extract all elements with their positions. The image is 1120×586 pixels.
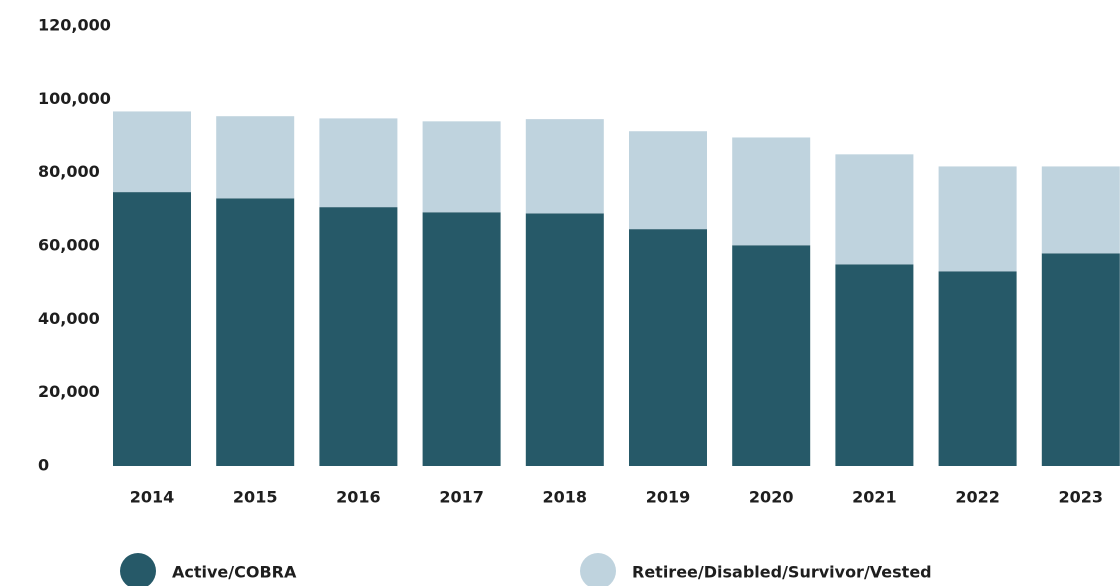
x-tick-label: 2016 [336, 488, 381, 507]
y-tick-label: 40,000 [38, 309, 100, 328]
bar-segment [216, 116, 295, 199]
y-tick-label: 120,000 [38, 16, 111, 35]
bar-segment [319, 207, 398, 466]
legend-swatch [580, 553, 616, 586]
bar-segment [629, 131, 707, 230]
x-tick-label: 2017 [439, 488, 484, 507]
bar-segment [422, 121, 501, 213]
bar-segment [216, 198, 295, 467]
bar-segment [732, 137, 811, 246]
bar-segment [938, 271, 1017, 466]
bar-segment [835, 264, 914, 466]
x-tick-label: 2014 [130, 488, 175, 507]
legend-label: Active/COBRA [172, 563, 297, 582]
bar-segment [525, 213, 604, 466]
bar-segment [1041, 253, 1120, 466]
bar-segment [113, 192, 191, 466]
y-tick-label: 20,000 [38, 382, 100, 401]
y-tick-label: 100,000 [38, 89, 111, 108]
bar-segment [732, 245, 811, 466]
bar-segment [629, 229, 707, 466]
y-tick-label: 80,000 [38, 162, 100, 181]
bar-segment [422, 212, 501, 466]
x-tick-label: 2018 [543, 488, 588, 507]
x-tick-label: 2023 [1059, 488, 1104, 507]
x-tick-label: 2022 [955, 488, 1000, 507]
legend-swatch [120, 553, 156, 586]
bar-segment [1041, 166, 1120, 254]
x-tick-label: 2020 [749, 488, 794, 507]
y-tick-label: 60,000 [38, 236, 100, 255]
x-tick-label: 2021 [852, 488, 897, 507]
bar-segment [319, 118, 398, 208]
x-tick-label: 2019 [646, 488, 691, 507]
bar-segment [525, 119, 604, 214]
bar-segment [835, 154, 914, 265]
bar-segment [938, 166, 1017, 272]
legend-label: Retiree/Disabled/Survivor/Vested [632, 563, 932, 582]
y-tick-label: 0 [38, 456, 49, 475]
bar-segment [113, 111, 191, 193]
x-tick-label: 2015 [233, 488, 278, 507]
